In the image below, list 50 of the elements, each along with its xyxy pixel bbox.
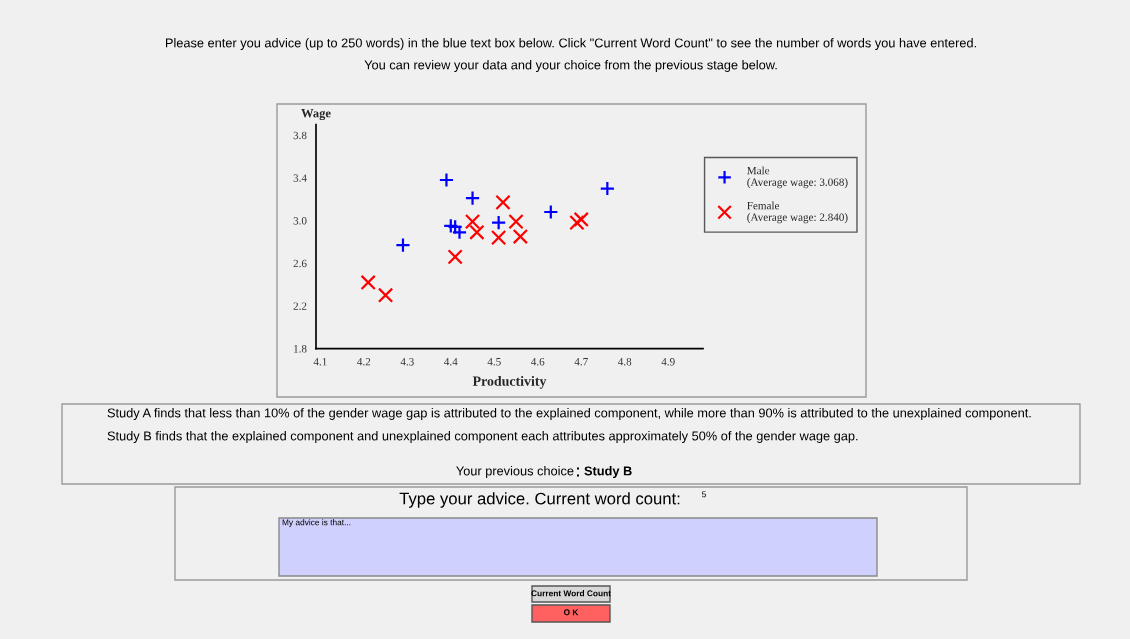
y-tick-label: 3.8 bbox=[293, 131, 307, 140]
y-tick-label: 3.4 bbox=[293, 174, 307, 182]
text: Please enter you advice (up to 250 words) in the blue text box below. Click "Current Word Count" to see the number of words you have entered. bbox=[166, 38, 976, 50]
legend-label: Male (Average wage: 3.068) bbox=[747, 166, 848, 189]
point bbox=[495, 194, 511, 211]
x-axis-title: Productivity bbox=[472, 376, 547, 389]
point bbox=[512, 228, 529, 245]
text: 5 bbox=[702, 491, 706, 498]
point bbox=[569, 214, 585, 231]
text: My advice is that... bbox=[282, 519, 351, 527]
text: O K bbox=[563, 609, 579, 616]
y-tick-label: 2.2 bbox=[293, 302, 307, 310]
x-tick-label: 4.9 bbox=[661, 357, 675, 366]
text: Current Word Count bbox=[531, 590, 611, 597]
point bbox=[451, 224, 468, 240]
x-tick-label: 4.6 bbox=[531, 357, 545, 366]
point bbox=[469, 224, 485, 240]
x-tick-label: 4.7 bbox=[574, 358, 588, 366]
point bbox=[377, 287, 394, 303]
y-axis-title: Wage bbox=[301, 109, 331, 121]
y-tick-label: 1.8 bbox=[294, 345, 307, 353]
point bbox=[573, 211, 589, 228]
point bbox=[360, 274, 376, 291]
point bbox=[443, 218, 459, 234]
point bbox=[508, 213, 524, 230]
point bbox=[543, 204, 559, 220]
x-tick-label: 4.1 bbox=[313, 358, 327, 366]
point bbox=[464, 213, 481, 230]
point bbox=[438, 172, 455, 188]
text: Study B bbox=[584, 466, 632, 478]
point bbox=[395, 237, 411, 253]
text: Study B finds that the explained component and unexplained component each attributes approximately 50% of the gender wage gap. bbox=[107, 431, 858, 443]
x-tick-label: 4.2 bbox=[357, 357, 371, 366]
y-tick-label: 2.6 bbox=[293, 259, 307, 268]
x-tick-label: 4.8 bbox=[618, 357, 632, 366]
point bbox=[490, 214, 507, 231]
text: You can review your data and your choice from the previous stage below. bbox=[364, 60, 777, 72]
x-tick-label: 4.4 bbox=[444, 358, 458, 366]
x-tick-label: 4.3 bbox=[400, 357, 414, 366]
point bbox=[599, 180, 616, 197]
text: Study A finds that less than 10% of the gender wage gap is attributed to the explained component, while more than 90% is attributed to the unexplained component. bbox=[107, 408, 1031, 420]
text: Type your advice. Current word count: bbox=[399, 492, 680, 508]
point bbox=[464, 190, 481, 206]
point bbox=[490, 229, 507, 246]
point bbox=[447, 219, 463, 235]
legend-label: Female (Average wage: 2.840) bbox=[747, 201, 848, 224]
y-tick-label: 3.0 bbox=[293, 217, 307, 225]
text: Your previous choice bbox=[456, 466, 574, 478]
point bbox=[447, 249, 463, 265]
x-tick-label: 4.5 bbox=[487, 358, 501, 366]
